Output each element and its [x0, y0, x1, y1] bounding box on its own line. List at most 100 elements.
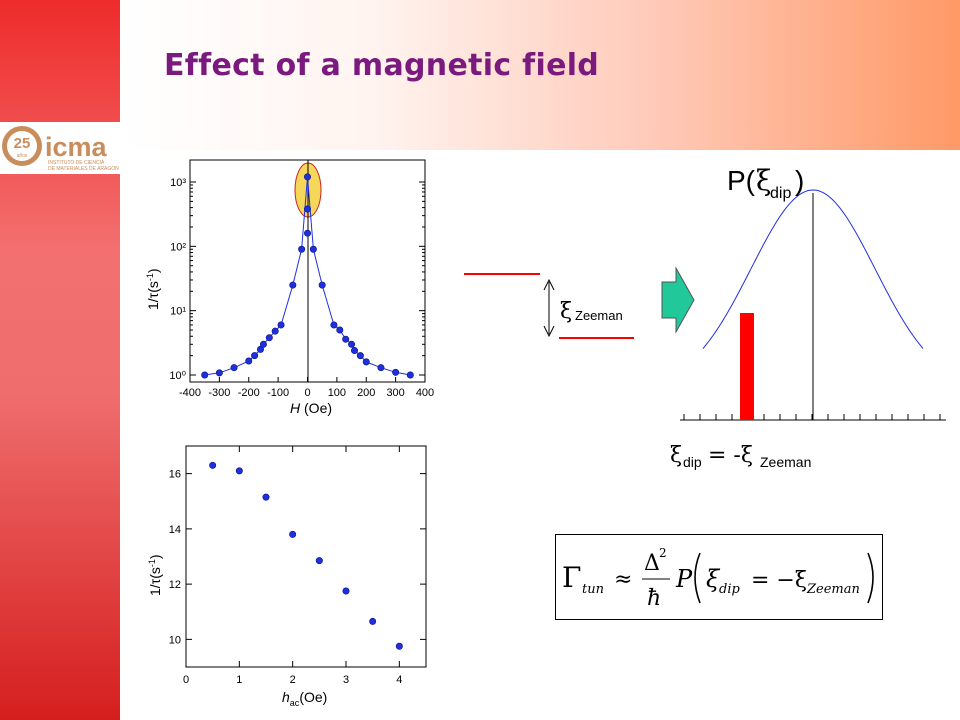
chart2-ytick-label: 16 [169, 469, 181, 481]
chart1-xtick-label: -300 [208, 387, 230, 399]
chart1-point [406, 371, 414, 379]
eq-right-sub: Zeeman [760, 454, 811, 470]
chart1-ytick-label: 10¹ [170, 306, 186, 318]
chart1-point [259, 340, 267, 348]
chart1-point [336, 326, 344, 334]
chart2-ytick-label: 10 [169, 634, 181, 646]
chart1-xlabel: H (Oe) [290, 400, 332, 416]
formula-right-paren [867, 552, 874, 604]
left-decorative-bar [0, 0, 120, 720]
formula-gamma-sub: tun [582, 582, 604, 597]
formula-zeeman: Zeeman [806, 582, 860, 597]
formula-squared: 2 [659, 546, 667, 560]
chart1-xtick-label: -200 [238, 387, 260, 399]
eq-left-sub: dip [683, 454, 702, 470]
chart1-xtick-label: -100 [267, 387, 289, 399]
chart2-ytick-label: 12 [169, 579, 181, 591]
formula-left-paren [694, 552, 701, 604]
formula-dip: dip [719, 582, 740, 597]
chart1-point [330, 321, 338, 329]
chart2-point [342, 587, 350, 595]
relaxation-vs-field-chart: -400 -300 -200 -100 0 100 200 300 400 10⁰ 10¹ 10² 1… [145, 159, 434, 416]
chart1-point [230, 364, 238, 372]
p-xi: ξ [756, 164, 771, 197]
chart1-xtick-label: -400 [179, 387, 201, 399]
slide-title: Effect of a magnetic field [164, 48, 600, 83]
zeeman-splitting-schematic: ξ Zeeman [464, 273, 634, 339]
chart1-xtick-label: 0 [304, 387, 310, 399]
chart2-xtick-label: 2 [290, 674, 296, 686]
chart2-point [209, 461, 217, 469]
zeeman-xi: ξ [560, 299, 572, 324]
chart1-point [265, 334, 273, 342]
chart1-point [303, 205, 311, 213]
formula-eq: = −ξ [751, 568, 807, 593]
chart2-xlabel: hac(Oe) [282, 689, 327, 708]
formula-hbar: ħ [647, 586, 661, 611]
chart1-point [245, 357, 253, 365]
chart2-xtick-label: 3 [343, 674, 349, 686]
logo-text: icma [45, 132, 108, 162]
chart2-ylabel: 1/τ(s-1) [147, 554, 163, 596]
chart2-point [262, 493, 270, 501]
chart1-point [201, 371, 209, 379]
chart1-point [277, 321, 285, 329]
chart2-xtick-label: 0 [183, 674, 189, 686]
chart1-point [342, 335, 350, 343]
chart1-xtick-label: 200 [357, 387, 375, 399]
p-symbol: P( [727, 165, 756, 196]
chart2-xtick-label: 1 [236, 674, 242, 686]
chart1-point [350, 347, 358, 355]
eq-middle: = -ξ [708, 443, 753, 468]
chart2-ytick-label: 14 [169, 524, 181, 536]
p-sub: dip [770, 185, 791, 202]
dipolar-distribution-chart: P( ξ dip ) ξ dip = -ξ Zeeman [670, 164, 946, 470]
chart1-point [362, 358, 370, 366]
chart2-point [395, 642, 403, 650]
chart1-point [377, 364, 385, 372]
zeeman-marker-bar [740, 313, 754, 420]
chart1-point [303, 229, 311, 237]
chart1-ytick-label: 10³ [170, 177, 186, 189]
eq-xi-left: ξ [670, 443, 682, 468]
chart2-point [235, 467, 243, 475]
chart1-point [318, 281, 326, 289]
chart1-ytick-label: 10⁰ [169, 370, 186, 382]
formula-p: P [675, 565, 693, 593]
formula-xi: ξ [706, 565, 721, 593]
zeeman-subscript: Zeeman [575, 308, 623, 323]
formula-gamma: Γ [562, 561, 581, 594]
chart2-point [369, 617, 377, 625]
right-arrow-icon [661, 266, 695, 334]
p-close: ) [795, 165, 804, 196]
chart1-point [348, 340, 356, 348]
chart1-xtick-label: 400 [416, 387, 434, 399]
chart1-point [289, 281, 297, 289]
chart2-xtick-label: 4 [396, 674, 402, 686]
chart1-point [215, 369, 223, 377]
chart1-point [271, 327, 279, 335]
logo-sub-1: INSTITUTO DE CIENCIA [48, 160, 105, 166]
chart1-point [356, 352, 364, 360]
logo-sub-2: DE MATERIALES DE ARAGON [48, 166, 119, 172]
chart1-xtick-label: 100 [328, 387, 346, 399]
chart1-ylabel: 1/τ(s-1) [145, 268, 161, 310]
chart1-point [303, 173, 311, 181]
chart2-frame [185, 445, 427, 668]
logo-badge-number: 25 [14, 135, 31, 152]
formula-approx: ≈ [614, 567, 632, 592]
chart2-point [289, 530, 297, 538]
chart1-point [251, 352, 259, 360]
icma-logo: 25 años icma INSTITUTO DE CIENCIA DE MAT… [0, 122, 126, 174]
chart1-point [392, 368, 400, 376]
chart2-point [315, 557, 323, 565]
chart1-point [298, 245, 306, 253]
tunneling-formula-box: Γ tun ≈ Δ 2 ħ P ξ dip = −ξ Zeeman [555, 534, 883, 620]
chart1-point [309, 245, 317, 253]
header-gradient-band [120, 0, 960, 150]
chart1-ytick-label: 10² [170, 241, 186, 253]
formula-delta: Δ [644, 551, 660, 576]
splitting-arrow-top [543, 278, 555, 291]
